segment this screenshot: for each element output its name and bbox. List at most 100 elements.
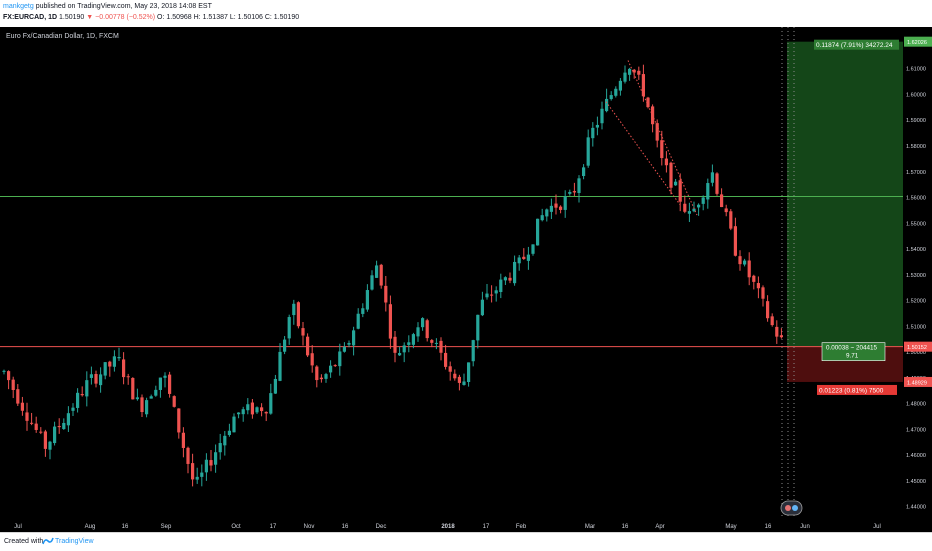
price-axis-tag-label: 1.62026 (907, 40, 927, 46)
time-axis-background (0, 519, 932, 532)
tradingview-logo-icon (42, 537, 54, 545)
candle-body (306, 336, 310, 356)
candle-body (531, 244, 535, 254)
candle-body (94, 373, 98, 384)
published-text: published on TradingView.com, May 23, 20… (35, 3, 212, 10)
x-tick-label: Aug (85, 524, 96, 530)
candle-body (402, 345, 406, 353)
candle-body (25, 412, 29, 421)
candle-body (181, 432, 185, 448)
candle-body (319, 377, 323, 380)
position-center-box (821, 342, 886, 361)
candle-body (609, 95, 613, 100)
candle-body (683, 203, 687, 212)
candle-body (577, 178, 581, 194)
candle-body (641, 74, 645, 97)
candle-body (490, 294, 494, 296)
candle-body (122, 359, 126, 378)
candle-body (513, 261, 517, 284)
candle-body (646, 97, 650, 108)
candle-body (582, 167, 586, 177)
candle-body (485, 293, 489, 298)
candle-body (471, 340, 475, 362)
candle-body (706, 183, 710, 200)
y-tick-label: 1.46000 (906, 453, 926, 459)
candle-body (168, 374, 172, 394)
candle-body (20, 402, 24, 411)
candle-body (66, 413, 70, 426)
candle-body (149, 396, 153, 399)
candle-body (618, 80, 622, 91)
x-tick-label: Feb (516, 524, 527, 530)
price-chart[interactable]: Euro Fx/Canadian Dollar, 1D, FXCM 1.44000… (0, 27, 932, 532)
candle-body (365, 290, 369, 310)
candle-body (710, 172, 714, 183)
x-tick-label: 2018 (441, 524, 455, 530)
candle-body (444, 352, 448, 367)
x-tick-label: 16 (122, 524, 129, 530)
candle-body (563, 196, 567, 210)
tradingview-brand[interactable]: TradingView (55, 538, 94, 545)
candle-body (57, 426, 61, 428)
target-label-box (814, 39, 899, 50)
candle-body (232, 416, 236, 433)
candle-body (508, 277, 512, 281)
candle-body (729, 211, 733, 229)
candle-body (770, 316, 774, 326)
candle-body (158, 377, 162, 390)
candle-body (2, 370, 6, 372)
x-tick-label: Jul (14, 524, 22, 530)
candle-body (678, 180, 682, 202)
candle-body (384, 285, 388, 303)
candle-body (457, 376, 461, 383)
price-axis-tag (904, 36, 932, 47)
candle-body (85, 380, 89, 397)
candle-body (209, 460, 213, 466)
plot-background (0, 27, 903, 519)
candle-body (11, 379, 15, 391)
publish-header: mankgetg published on TradingView.com, M… (0, 0, 932, 27)
candle-body (269, 393, 273, 414)
y-tick-label: 1.52000 (906, 299, 926, 305)
candle-body (600, 108, 604, 124)
candle-body (163, 375, 167, 378)
candle-body (462, 381, 466, 385)
y-tick-label: 1.54000 (906, 247, 926, 253)
candle-body (595, 124, 599, 128)
candle-body (99, 374, 103, 386)
y-tick-label: 1.44000 (906, 505, 926, 511)
candle-body (76, 392, 80, 408)
candle-body (494, 290, 498, 294)
candle-body (549, 205, 553, 212)
candle-body (554, 203, 558, 208)
x-tick-label: 16 (765, 524, 772, 530)
candle-body (186, 447, 190, 464)
candle-body (126, 376, 130, 378)
x-tick-label: 16 (342, 524, 349, 530)
candle-body (43, 431, 47, 449)
candle-body (71, 407, 75, 411)
candle-body (301, 328, 305, 336)
x-tick-label: Sep (161, 524, 172, 530)
candle-body (264, 411, 268, 414)
candle-body (315, 366, 319, 381)
candle-body (669, 162, 673, 188)
y-tick-label: 1.51000 (906, 324, 926, 330)
candle-body (333, 365, 337, 367)
candle-body (246, 404, 250, 411)
candle-body (62, 422, 66, 430)
candle-body (296, 302, 300, 327)
candle-body (214, 452, 218, 465)
candle-body (761, 287, 765, 299)
author-link[interactable]: mankgetg (3, 3, 34, 10)
position-center-label-2: 9.71 (846, 353, 859, 360)
candle-body (416, 327, 420, 337)
candle-body (80, 394, 84, 396)
candle-body (370, 275, 374, 290)
candle-body (499, 279, 503, 292)
candle-body (756, 283, 760, 289)
candle-body (347, 343, 351, 345)
candle-body (448, 366, 452, 372)
candle-body (117, 356, 121, 359)
candle-body (559, 206, 563, 210)
